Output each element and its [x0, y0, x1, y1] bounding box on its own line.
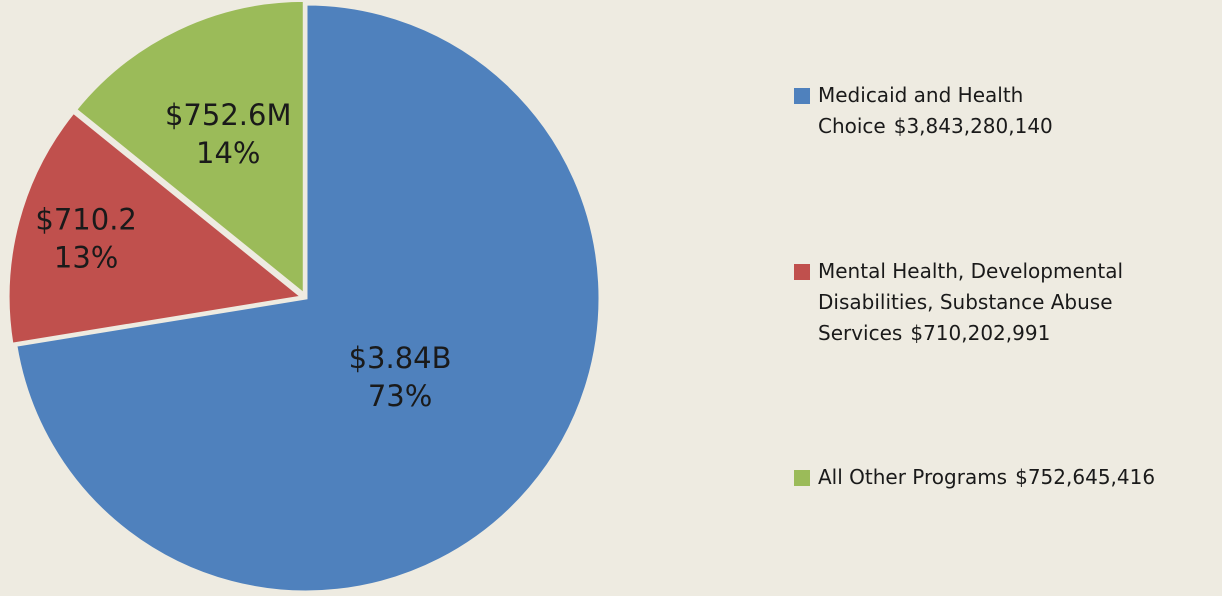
pie-slice [14, 2, 602, 594]
legend-name: All Other Programs [818, 465, 1008, 489]
legend-swatch [794, 470, 810, 486]
legend-entry: Mental Health, Developmental Disabilitie… [794, 256, 1219, 349]
slice-value-label: $752.6M [165, 98, 292, 132]
slice-share-label: 14% [196, 136, 260, 170]
legend-amount: $3,843,280,140 [893, 114, 1053, 138]
slice-share-label: 13% [54, 241, 118, 275]
legend-name: Mental Health, Developmental Disabilitie… [818, 259, 1124, 345]
legend-name: Medicaid and Health Choice [818, 83, 1024, 138]
slice-share-label: 73% [368, 379, 432, 413]
pie-slice [6, 110, 306, 346]
legend-swatch [794, 264, 810, 280]
legend-entry: All Other Programs $752,645,416 [794, 462, 1219, 493]
slice-value-label: $710.2 [35, 203, 136, 237]
legend-amount: $752,645,416 [1015, 465, 1156, 489]
legend-amount: $710,202,991 [910, 321, 1051, 345]
legend-entry: Medicaid and Health Choice $3,843,280,140 [794, 80, 1219, 142]
legend-swatch [794, 88, 810, 104]
pie-chart: $3.84B 73% $710.2 13% $752.6M 14% [6, 0, 602, 594]
pie-slice [73, 0, 306, 298]
slice-value-label: $3.84B [349, 341, 452, 375]
